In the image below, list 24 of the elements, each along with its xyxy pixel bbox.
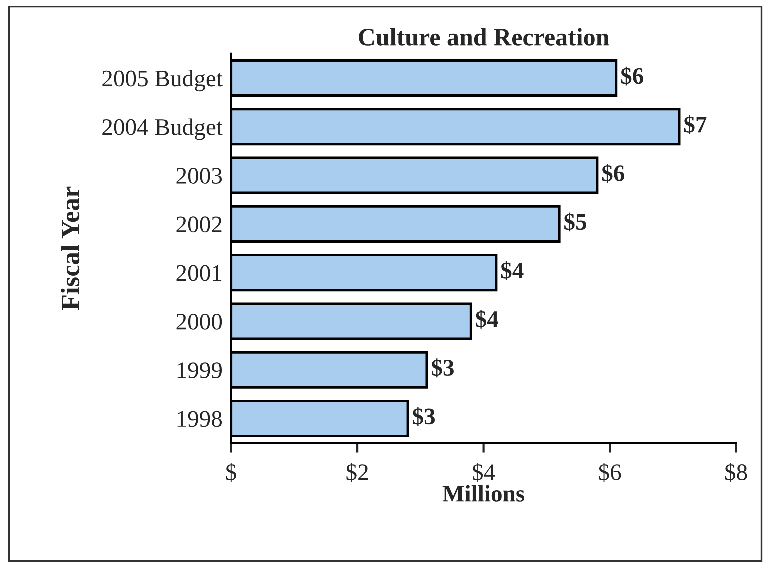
x-axis-title: Millions [442,485,525,502]
data-label: $4 [501,261,524,280]
data-label: $6 [621,66,644,86]
data-label: $6 [602,164,625,184]
x-tick-label: $ [226,463,236,482]
y-tick-label: 1999 [178,362,222,379]
x-tick-label: $4 [473,463,496,482]
y-tick-label: 2003 [176,168,222,184]
y-axis-title: Fiscal Year [61,186,80,310]
data-label: $5 [564,212,586,232]
y-tick-label: 1998 [178,411,222,428]
chart-title: Culture and Recreation [359,28,610,46]
x-tick-label: $2 [346,463,368,482]
y-tick-label: 2000 [176,314,222,330]
y-tick-label: 2004 Budget [102,118,223,140]
data-label: $3 [413,407,436,426]
data-label: $3 [432,358,454,378]
y-tick-label: 2005 Budget [102,70,223,92]
data-label: $7 [684,115,707,134]
y-tick-label: 2002 [176,216,222,233]
y-tick-label: 2001 [176,265,222,282]
x-tick-label: $6 [599,463,622,482]
x-tick-label: $8 [726,463,748,482]
data-label: $4 [476,310,499,329]
